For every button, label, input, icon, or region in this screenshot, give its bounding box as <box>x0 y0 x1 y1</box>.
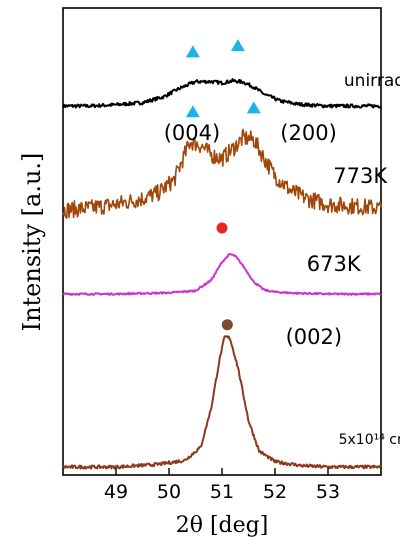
series-line-2 <box>62 128 382 219</box>
annotation-label: 773K <box>333 164 388 188</box>
plot-frame <box>62 7 382 476</box>
annotation-label: 673K <box>307 252 362 276</box>
peak-circle-marker <box>221 319 233 331</box>
peak-triangle-marker <box>185 45 200 58</box>
annotation-label: (200) <box>280 121 336 145</box>
x-tick-label: 51 <box>210 481 234 503</box>
x-tick-label: 53 <box>316 481 340 503</box>
annotation-label: 5x10¹⁴ cm⁻² <box>339 432 400 448</box>
series-line-4 <box>62 335 382 470</box>
annotation-label: (004) <box>164 121 220 145</box>
peak-triangle-marker <box>185 105 200 118</box>
x-axis-label: 2θ [deg] <box>176 513 269 538</box>
y-axis-label: Intensity [a.u.] <box>18 153 46 332</box>
peak-triangle-marker <box>230 39 245 52</box>
x-tick-label: 49 <box>104 481 128 503</box>
series-line-1 <box>62 78 382 109</box>
x-tick-label: 52 <box>263 481 287 503</box>
x-axis-ticks: 49 50 51 52 53 <box>104 468 340 503</box>
peak-markers <box>185 39 261 331</box>
annotation-label: unirrad <box>344 71 400 91</box>
series-line-3 <box>62 252 382 296</box>
annotation-label: (002) <box>286 325 342 349</box>
peak-circle-marker <box>216 222 228 234</box>
x-tick-label: 50 <box>157 481 181 503</box>
annotations: unirrad (004) (200) 773K 673K (002) 5x10¹⁴ cm⁻… <box>164 71 400 448</box>
series-curves <box>62 78 382 470</box>
peak-triangle-marker <box>246 101 261 114</box>
